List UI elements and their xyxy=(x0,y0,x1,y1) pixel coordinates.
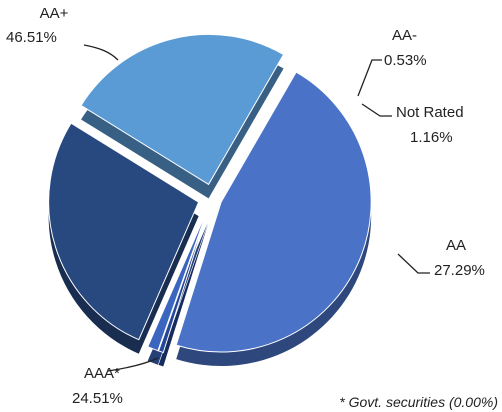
legend-name-aa: AA xyxy=(446,237,467,254)
slice-aa-plus xyxy=(175,71,372,353)
legend-name-aaa: AAA* xyxy=(84,365,120,382)
value-label-aa: 27.29% xyxy=(434,262,485,279)
legend-name-aa-plus: AA+ xyxy=(39,5,69,22)
slice-not-rated xyxy=(147,208,209,352)
legend-name-aa-minus: AA- xyxy=(392,27,418,44)
value-label-aaa: 24.51% xyxy=(72,390,123,407)
value-label-aa-minus: 0.53% xyxy=(384,52,427,69)
legend-name-not-rated: Not Rated xyxy=(396,104,464,121)
slice-aa-minus xyxy=(157,209,209,354)
leader-line-aa-plus xyxy=(83,44,119,61)
footnote: * Govt. securities (0.00%) xyxy=(339,394,498,410)
slice-side-aa-minus xyxy=(158,223,209,367)
leader-line-aa xyxy=(397,253,430,274)
leader-line-aa-minus xyxy=(357,59,382,97)
slice-aaa xyxy=(80,33,285,186)
leader-line-aaa xyxy=(107,357,159,372)
slice-aa xyxy=(48,122,200,341)
value-label-aa-plus: 46.51% xyxy=(6,29,57,46)
value-label-not-rated: 1.16% xyxy=(410,129,453,146)
leader-line-not-rated xyxy=(361,103,392,117)
